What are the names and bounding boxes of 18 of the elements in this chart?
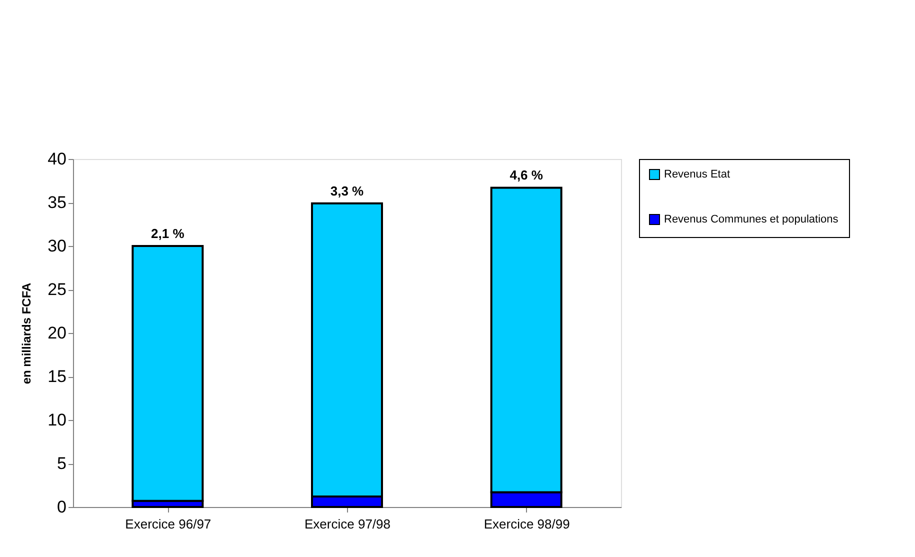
y-tick-label: 0 xyxy=(57,498,66,516)
y-tick-label: 15 xyxy=(48,367,66,386)
y-tick-label: 10 xyxy=(48,410,66,430)
x-tick-label: Exercice 97/98 xyxy=(304,516,390,532)
y-tick-label: 25 xyxy=(48,280,66,299)
x-tick-label: Exercice 98/99 xyxy=(484,516,570,532)
y-tick-label: 30 xyxy=(48,236,66,256)
annotation: 4,6 % xyxy=(510,168,544,183)
annotation: 2,1 % xyxy=(151,226,185,241)
legend-label: Revenus Communes et populations xyxy=(664,214,839,226)
y-axis-title: en milliards FCFA xyxy=(20,282,34,384)
y-tick-label: 5 xyxy=(57,454,66,473)
x-tick-label: Exercice 96/97 xyxy=(125,516,212,532)
y-tick-label: 20 xyxy=(48,324,66,342)
annotation: 3,3 % xyxy=(330,183,364,198)
y-tick-label: 35 xyxy=(48,193,66,212)
legend-label: Revenus Etat xyxy=(664,168,730,180)
y-tick-label: 40 xyxy=(48,150,66,168)
